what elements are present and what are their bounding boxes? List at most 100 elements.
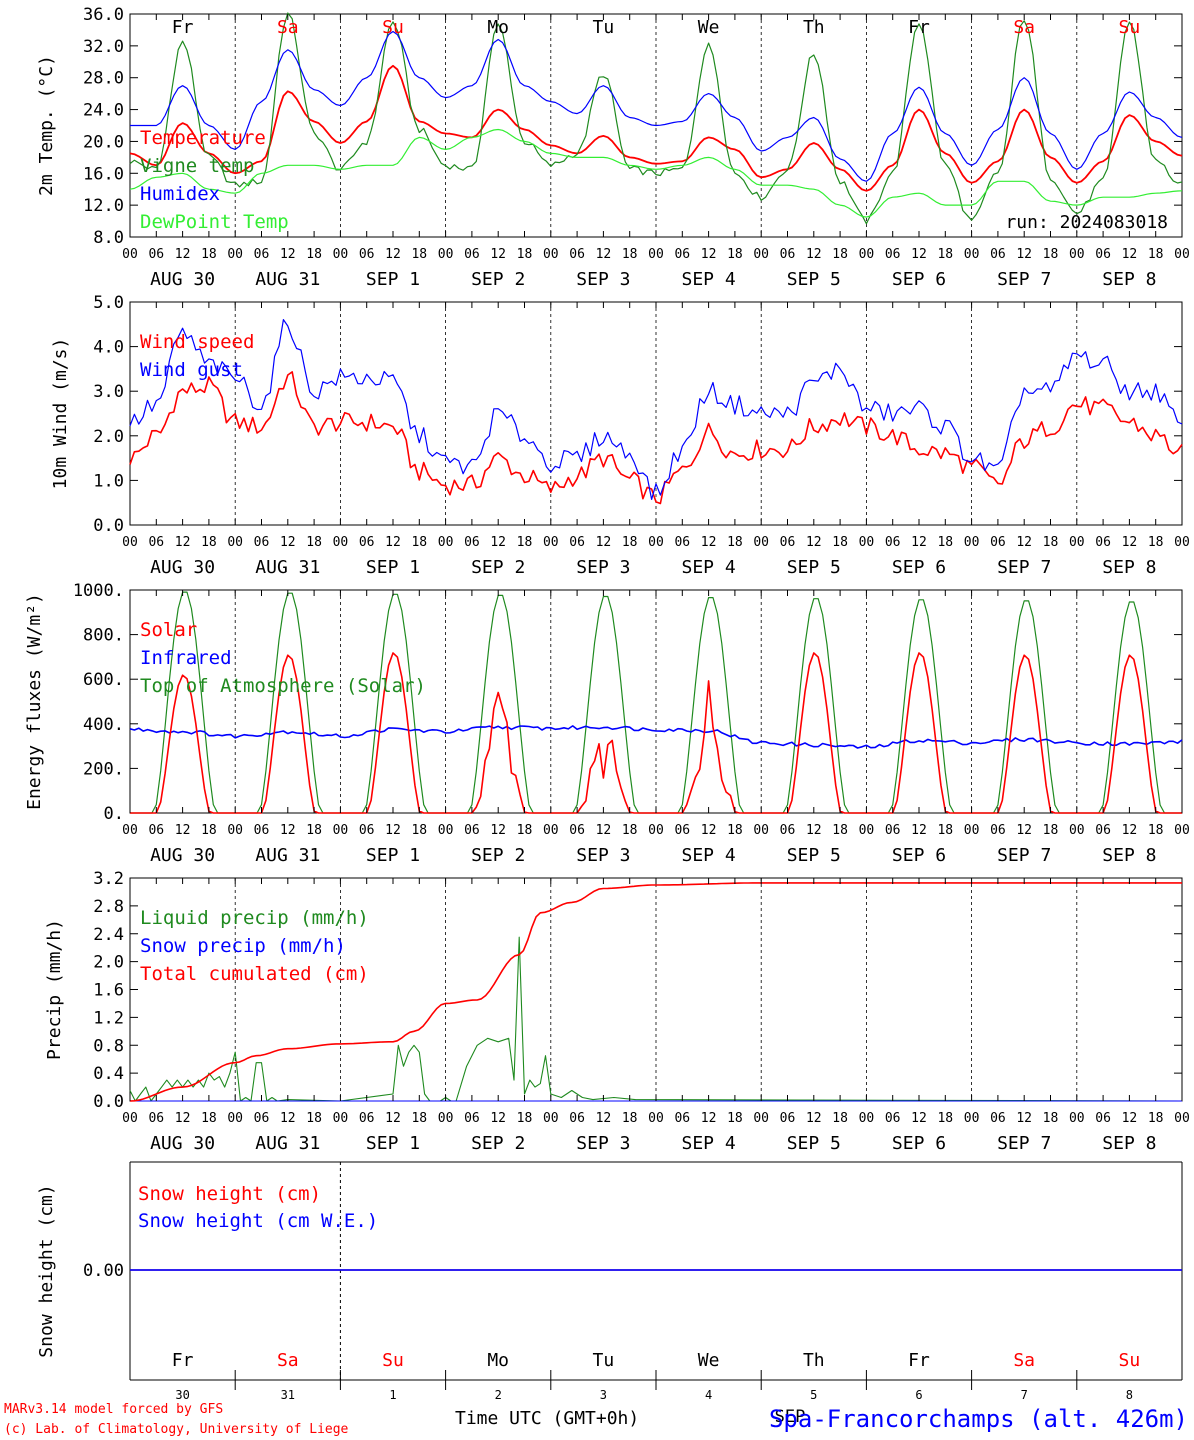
hour-tick-label: 18 xyxy=(411,535,427,550)
hour-tick-label: 12 xyxy=(175,1111,191,1126)
legend-total-cumulated-cm: Total cumulated (cm) xyxy=(140,963,369,985)
date-label: SEP 4 xyxy=(682,557,736,578)
date-label: SEP 1 xyxy=(366,557,420,578)
legend-liquid-precip-mm-h: Liquid precip (mm/h) xyxy=(140,907,369,929)
hour-tick-label: 12 xyxy=(911,535,927,550)
day-name: Tu xyxy=(593,1350,615,1371)
date-label: SEP 1 xyxy=(366,845,420,866)
date-label: SEP 3 xyxy=(576,1133,630,1154)
day-name: Su xyxy=(382,17,404,38)
hour-tick-label: 12 xyxy=(911,823,927,838)
hour-tick-label: 18 xyxy=(517,1111,533,1126)
day-number: 6 xyxy=(915,1388,922,1402)
hour-tick-label: 12 xyxy=(280,535,296,550)
day-name: Sa xyxy=(277,1350,299,1371)
hour-tick-label: 18 xyxy=(937,535,953,550)
hour-tick-label: 00 xyxy=(1069,823,1085,838)
hour-tick-label: 12 xyxy=(806,823,822,838)
hour-tick-label: 18 xyxy=(622,247,638,262)
temperature-panel: 8.0 12.0 16.0 20.0 24.0 28.0 32.0 36.0 2m Temp. … xyxy=(36,5,1190,290)
day-number: 4 xyxy=(705,1388,712,1402)
hour-tick-label: 00 xyxy=(122,823,138,838)
y-tick-label: 8.0 xyxy=(93,228,124,248)
hour-tick-label: 06 xyxy=(569,1111,585,1126)
hour-tick-label: 18 xyxy=(622,1111,638,1126)
y-tick-label: 0.4 xyxy=(93,1064,124,1084)
legend-temperature: Temperature xyxy=(140,127,266,149)
date-label: SEP 4 xyxy=(682,269,736,290)
hour-tick-label: 00 xyxy=(543,823,559,838)
hour-tick-label: 06 xyxy=(464,247,480,262)
legend-snow-height-cm: Snow height (cm) xyxy=(138,1183,321,1205)
hour-tick-label: 18 xyxy=(201,535,217,550)
hour-tick-label: 00 xyxy=(1174,247,1190,262)
hour-tick-label: 18 xyxy=(201,247,217,262)
hour-tick-label: 06 xyxy=(464,535,480,550)
hour-tick-label: 06 xyxy=(359,823,375,838)
hour-tick-label: 06 xyxy=(780,1111,796,1126)
date-label: SEP 5 xyxy=(787,557,841,578)
hour-tick-label: 00 xyxy=(1174,1111,1190,1126)
y-tick-label: 0.0 xyxy=(93,1092,124,1112)
hour-tick-label: 06 xyxy=(1095,535,1111,550)
hour-tick-label: 00 xyxy=(964,535,980,550)
model-credit: MARv3.14 model forced by GFS xyxy=(4,1402,223,1417)
hour-tick-label: 00 xyxy=(122,535,138,550)
hour-tick-label: 00 xyxy=(1174,535,1190,550)
hour-tick-label: 12 xyxy=(701,535,717,550)
hour-tick-label: 00 xyxy=(964,823,980,838)
date-label: SEP 1 xyxy=(366,1133,420,1154)
hour-tick-label: 12 xyxy=(280,247,296,262)
y-axis-label: 10m Wind (m/s) xyxy=(50,338,71,490)
hour-tick-label: 12 xyxy=(1122,535,1138,550)
y-tick-label: 800. xyxy=(83,626,124,646)
hour-tick-label: 00 xyxy=(122,1111,138,1126)
y-tick-label: 32.0 xyxy=(83,37,124,57)
legend-wind-gust: Wind gust xyxy=(140,359,243,381)
hour-tick-label: 00 xyxy=(859,1111,875,1126)
hour-tick-label: 00 xyxy=(438,535,454,550)
date-label: SEP 6 xyxy=(892,1133,946,1154)
y-tick-label: 3.0 xyxy=(93,382,124,402)
hour-tick-label: 06 xyxy=(254,535,270,550)
hour-tick-label: 00 xyxy=(227,823,243,838)
hour-tick-label: 00 xyxy=(543,1111,559,1126)
date-label: AUG 31 xyxy=(255,269,320,290)
y-tick-label: 16.0 xyxy=(83,164,124,184)
y-tick-label: 2.8 xyxy=(93,897,124,917)
day-name: Tu xyxy=(593,17,615,38)
hour-tick-label: 12 xyxy=(596,823,612,838)
station-name: Spa-Francorchamps (alt. 426m) xyxy=(769,1405,1188,1433)
date-label: SEP 8 xyxy=(1102,557,1156,578)
hour-tick-label: 06 xyxy=(885,1111,901,1126)
date-label: SEP 7 xyxy=(997,1133,1051,1154)
day-name: Sa xyxy=(1013,1350,1035,1371)
hour-tick-label: 12 xyxy=(1122,1111,1138,1126)
day-name: Fr xyxy=(172,1350,194,1371)
hour-tick-label: 06 xyxy=(1095,823,1111,838)
date-label: SEP 3 xyxy=(576,557,630,578)
hour-tick-label: 00 xyxy=(333,1111,349,1126)
hour-tick-label: 00 xyxy=(753,1111,769,1126)
hour-tick-label: 18 xyxy=(201,823,217,838)
hour-tick-label: 06 xyxy=(885,247,901,262)
hour-tick-label: 00 xyxy=(543,535,559,550)
overlap-label: SEP xyxy=(775,1407,806,1427)
hour-tick-label: 00 xyxy=(964,1111,980,1126)
hour-tick-label: 12 xyxy=(490,823,506,838)
y-axis-label: Energy fluxes (W/m²) xyxy=(24,593,45,810)
hour-tick-label: 00 xyxy=(648,1111,664,1126)
y-tick-label: 2.0 xyxy=(93,427,124,447)
day-number: 5 xyxy=(810,1388,817,1402)
date-label: SEP 7 xyxy=(997,845,1051,866)
run-annotation: run: 2024083018 xyxy=(1005,212,1168,233)
temperature-series-line xyxy=(129,12,1183,225)
hour-tick-label: 12 xyxy=(806,247,822,262)
y-tick-label: 2.4 xyxy=(93,925,124,945)
temperature-series-line xyxy=(129,128,1183,218)
hour-tick-label: 00 xyxy=(438,247,454,262)
date-label: AUG 31 xyxy=(255,1133,320,1154)
hour-tick-label: 12 xyxy=(385,1111,401,1126)
hour-tick-label: 12 xyxy=(701,823,717,838)
